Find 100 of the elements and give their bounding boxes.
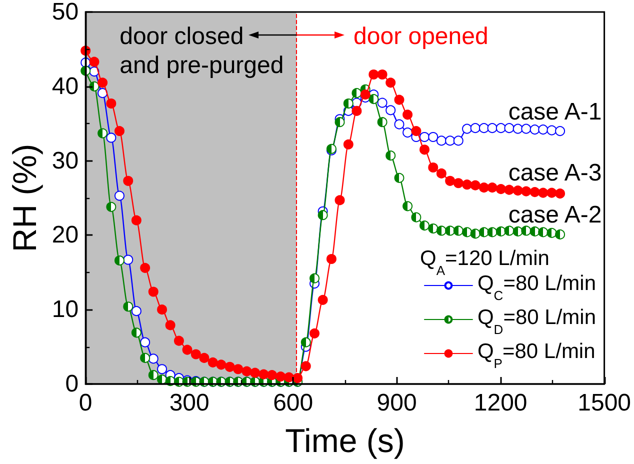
point [504, 226, 514, 236]
point [123, 302, 134, 312]
annotation: case A-2 [508, 202, 602, 228]
point [98, 78, 108, 88]
point [436, 226, 446, 236]
point [377, 70, 388, 80]
point [106, 98, 116, 109]
point [140, 337, 150, 348]
annotation: case A-3 [508, 160, 602, 186]
point [216, 360, 226, 370]
point [352, 106, 362, 116]
point [428, 224, 438, 234]
point [242, 366, 252, 376]
point [224, 362, 235, 372]
point [436, 136, 446, 146]
point [411, 212, 422, 222]
point [386, 105, 396, 116]
point [157, 364, 168, 374]
point [174, 336, 184, 346]
point [512, 226, 523, 236]
point [326, 254, 336, 264]
point [131, 215, 142, 226]
point [98, 128, 108, 138]
point [114, 256, 124, 266]
point [310, 328, 320, 338]
point [386, 78, 396, 88]
point [106, 132, 116, 143]
point [394, 172, 404, 183]
point [436, 168, 446, 178]
point [89, 56, 100, 67]
point [402, 110, 413, 120]
point [445, 176, 456, 186]
point [276, 372, 286, 382]
point [284, 372, 294, 382]
point [208, 357, 218, 368]
point [504, 184, 514, 195]
point [368, 70, 379, 80]
point [419, 220, 430, 231]
point [487, 123, 498, 134]
point [250, 368, 260, 378]
point [310, 273, 320, 284]
point [521, 226, 532, 236]
point [402, 128, 413, 138]
point [402, 201, 413, 212]
point [530, 226, 540, 236]
point [453, 178, 464, 188]
y-tick-label: 10 [52, 296, 79, 324]
point [555, 188, 566, 199]
x-tick-label: 1200 [474, 390, 528, 416]
point [538, 124, 548, 135]
point [478, 182, 489, 193]
point [386, 150, 396, 161]
point [462, 124, 472, 134]
point [521, 124, 532, 134]
point [114, 126, 124, 136]
x-tick-label: 600 [273, 390, 314, 416]
x-tick-label: 1500 [578, 390, 631, 416]
point [470, 228, 480, 239]
point [343, 98, 354, 109]
point [318, 294, 328, 305]
point [555, 229, 566, 240]
point [360, 90, 370, 100]
point [140, 352, 150, 363]
point [352, 88, 362, 98]
point [334, 117, 345, 128]
point [334, 195, 345, 206]
x-axis-title: Time (s) [285, 422, 405, 459]
point [445, 226, 456, 236]
point [131, 306, 142, 316]
annotation: case A-1 [508, 98, 602, 126]
point [462, 180, 472, 190]
point [292, 373, 303, 384]
x-tick-label: 300 [169, 390, 210, 416]
point [453, 226, 464, 236]
point [182, 344, 192, 355]
point [496, 226, 506, 236]
point [555, 126, 566, 136]
point [368, 94, 379, 104]
band-label: door closed and pre-purged [120, 23, 284, 79]
point [377, 98, 388, 108]
point [89, 81, 100, 92]
y-tick-label: 50 [52, 0, 79, 26]
point [140, 262, 150, 273]
point [521, 186, 532, 196]
point [148, 354, 158, 364]
y-tick-label: 40 [52, 72, 79, 100]
point [258, 369, 269, 380]
point [462, 227, 472, 238]
point [190, 349, 201, 360]
point [318, 210, 328, 220]
point [165, 320, 176, 330]
point [394, 94, 404, 105]
point [530, 187, 540, 198]
point [98, 88, 108, 98]
point [504, 123, 514, 134]
point [131, 328, 142, 338]
point [123, 176, 134, 186]
point [300, 361, 311, 372]
point [199, 352, 210, 363]
point [546, 228, 557, 238]
